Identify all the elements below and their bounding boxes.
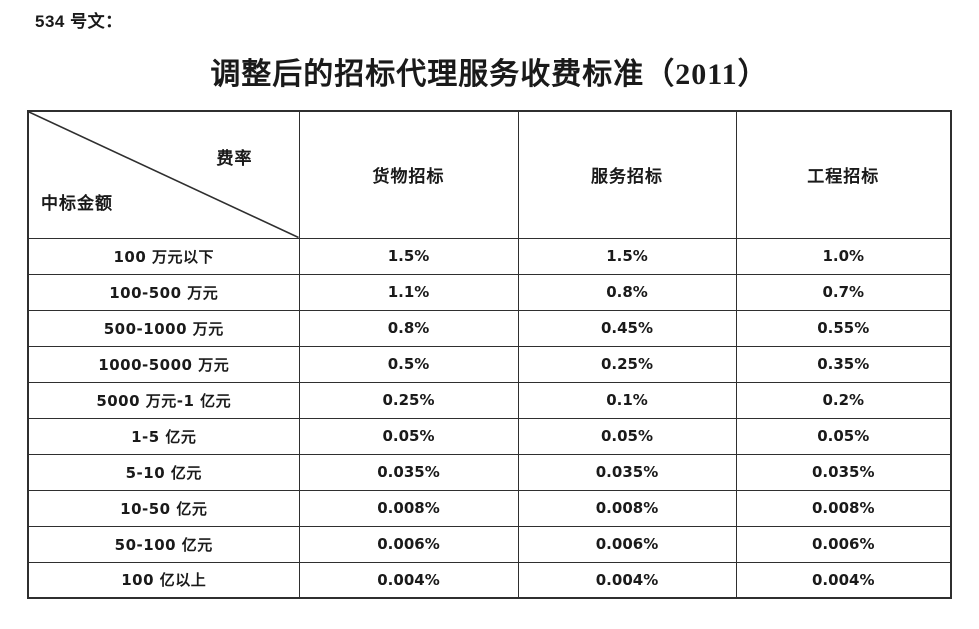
header-row: 费率 中标金额 货物招标 服务招标 工程招标 (27, 110, 952, 239)
column-header-goods-bidding: 货物招标 (298, 110, 519, 239)
amount-cell: 10-50 亿元 (27, 489, 300, 527)
column-header-service-bidding: 服务招标 (517, 110, 737, 239)
rate-cell: 0.004% (517, 561, 737, 599)
rate-cell: 0.035% (298, 453, 519, 491)
amount-cell: 5000 万元-1 亿元 (27, 381, 300, 419)
rate-cell: 0.25% (517, 345, 737, 383)
rate-cell: 0.05% (735, 417, 952, 455)
amount-cell: 1-5 亿元 (27, 417, 300, 455)
table-row: 100 亿以上 0.004% 0.004% 0.004% (27, 561, 952, 599)
table-row: 1-5 亿元 0.05% 0.05% 0.05% (27, 417, 952, 455)
corner-label-amount: 中标金额 (41, 193, 113, 213)
amount-cell: 100 万元以下 (27, 237, 300, 275)
rate-cell: 0.006% (298, 525, 519, 563)
rate-cell: 0.7% (735, 273, 952, 311)
diagonal-line (29, 112, 299, 238)
rate-cell: 0.25% (298, 381, 519, 419)
rate-cell: 0.008% (517, 489, 737, 527)
rate-cell: 0.035% (517, 453, 737, 491)
rate-cell: 0.8% (298, 309, 519, 347)
amount-cell: 100-500 万元 (27, 273, 300, 311)
table-row: 50-100 亿元 0.006% 0.006% 0.006% (27, 525, 952, 563)
doc-number-label: 534 号文： (35, 12, 123, 31)
corner-label-rate: 费率 (216, 149, 253, 168)
amount-cell: 100 亿以上 (27, 561, 300, 599)
rate-cell: 0.5% (298, 345, 519, 383)
page-title: 调整后的招标代理服务收费标准（2011） (210, 58, 769, 91)
rate-cell: 0.2% (735, 381, 952, 419)
rate-cell: 0.006% (517, 525, 737, 563)
amount-cell: 500-1000 万元 (27, 309, 300, 347)
rate-cell: 0.006% (735, 525, 952, 563)
rate-cell: 0.004% (298, 561, 519, 599)
fee-table: 费率 中标金额 货物招标 服务招标 工程招标 100 万元以下 1.5% 1.5% 1… (27, 110, 952, 599)
diagonal-header-cell: 费率 中标金额 (27, 110, 300, 239)
rate-cell: 0.35% (735, 345, 952, 383)
rate-cell: 0.05% (298, 417, 519, 455)
rate-cell: 0.05% (517, 417, 737, 455)
rate-cell: 0.45% (517, 309, 737, 347)
amount-cell: 1000-5000 万元 (27, 345, 300, 383)
fee-table-body: 100 万元以下 1.5% 1.5% 1.0% 100-500 万元 1.1% 0.8% 0.… (27, 237, 952, 599)
table-row: 100 万元以下 1.5% 1.5% 1.0% (27, 237, 952, 275)
rate-cell: 0.55% (735, 309, 952, 347)
rate-cell: 0.8% (517, 273, 737, 311)
rate-cell: 1.5% (298, 237, 519, 275)
rate-cell: 1.5% (517, 237, 737, 275)
rate-cell: 0.035% (735, 453, 952, 491)
rate-cell: 1.0% (735, 237, 952, 275)
rate-cell: 0.008% (298, 489, 519, 527)
table-row: 500-1000 万元 0.8% 0.45% 0.55% (27, 309, 952, 347)
column-header-engineering-bidding: 工程招标 (735, 110, 952, 239)
rate-cell: 0.004% (735, 561, 952, 599)
table-row: 5000 万元-1 亿元 0.25% 0.1% 0.2% (27, 381, 952, 419)
amount-cell: 5-10 亿元 (27, 453, 300, 491)
rate-cell: 0.008% (735, 489, 952, 527)
table-row: 10-50 亿元 0.008% 0.008% 0.008% (27, 489, 952, 527)
amount-cell: 50-100 亿元 (27, 525, 300, 563)
rate-cell: 1.1% (298, 273, 519, 311)
table-row: 1000-5000 万元 0.5% 0.25% 0.35% (27, 345, 952, 383)
table-row: 5-10 亿元 0.035% 0.035% 0.035% (27, 453, 952, 491)
table-row: 100-500 万元 1.1% 0.8% 0.7% (27, 273, 952, 311)
rate-cell: 0.1% (517, 381, 737, 419)
